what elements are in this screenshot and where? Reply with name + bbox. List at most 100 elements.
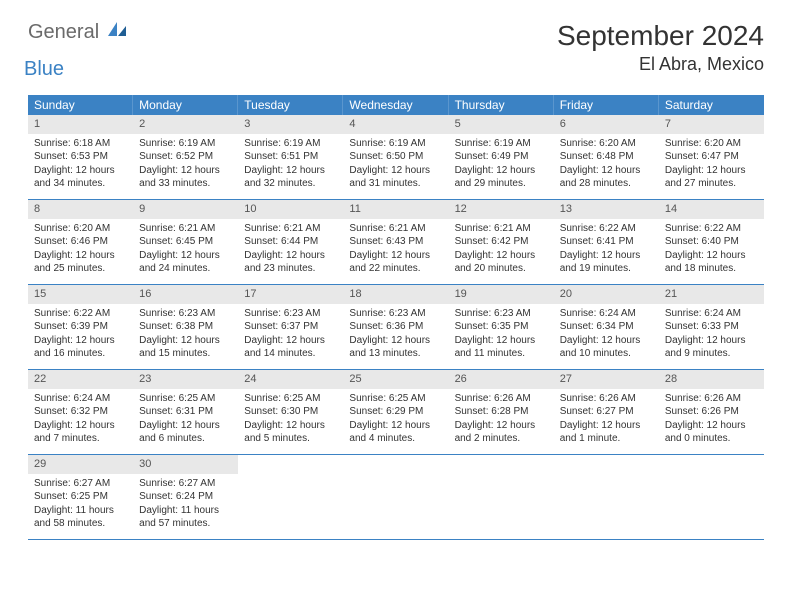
day-cell bbox=[659, 455, 764, 539]
day-number: 14 bbox=[659, 200, 764, 219]
day-cell bbox=[343, 455, 448, 539]
sunset-text: Sunset: 6:37 PM bbox=[244, 320, 337, 334]
day-cell: 12Sunrise: 6:21 AMSunset: 6:42 PMDayligh… bbox=[449, 200, 554, 284]
sunrise-text: Sunrise: 6:22 AM bbox=[34, 307, 127, 321]
month-title: September 2024 bbox=[557, 20, 764, 52]
daylight-text: Daylight: 12 hours and 19 minutes. bbox=[560, 249, 653, 276]
sunrise-text: Sunrise: 6:23 AM bbox=[139, 307, 232, 321]
day-number: 15 bbox=[28, 285, 133, 304]
sunset-text: Sunset: 6:53 PM bbox=[34, 150, 127, 164]
sunrise-text: Sunrise: 6:22 AM bbox=[560, 222, 653, 236]
day-cell: 16Sunrise: 6:23 AMSunset: 6:38 PMDayligh… bbox=[133, 285, 238, 369]
day-cell: 21Sunrise: 6:24 AMSunset: 6:33 PMDayligh… bbox=[659, 285, 764, 369]
day-body: Sunrise: 6:21 AMSunset: 6:44 PMDaylight:… bbox=[238, 219, 343, 282]
sunset-text: Sunset: 6:24 PM bbox=[139, 490, 232, 504]
sunrise-text: Sunrise: 6:26 AM bbox=[665, 392, 758, 406]
day-cell: 9Sunrise: 6:21 AMSunset: 6:45 PMDaylight… bbox=[133, 200, 238, 284]
day-body: Sunrise: 6:24 AMSunset: 6:34 PMDaylight:… bbox=[554, 304, 659, 367]
daylight-text: Daylight: 12 hours and 34 minutes. bbox=[34, 164, 127, 191]
daylight-text: Daylight: 12 hours and 24 minutes. bbox=[139, 249, 232, 276]
day-number: 27 bbox=[554, 370, 659, 389]
day-number: 1 bbox=[28, 115, 133, 134]
sunset-text: Sunset: 6:48 PM bbox=[560, 150, 653, 164]
day-number: 2 bbox=[133, 115, 238, 134]
sunset-text: Sunset: 6:32 PM bbox=[34, 405, 127, 419]
sunrise-text: Sunrise: 6:20 AM bbox=[34, 222, 127, 236]
sunset-text: Sunset: 6:35 PM bbox=[455, 320, 548, 334]
sunrise-text: Sunrise: 6:25 AM bbox=[349, 392, 442, 406]
day-number: 11 bbox=[343, 200, 448, 219]
day-number: 8 bbox=[28, 200, 133, 219]
day-number: 13 bbox=[554, 200, 659, 219]
day-cell bbox=[238, 455, 343, 539]
daylight-text: Daylight: 12 hours and 18 minutes. bbox=[665, 249, 758, 276]
day-body: Sunrise: 6:19 AMSunset: 6:49 PMDaylight:… bbox=[449, 134, 554, 197]
sunset-text: Sunset: 6:49 PM bbox=[455, 150, 548, 164]
day-cell: 26Sunrise: 6:26 AMSunset: 6:28 PMDayligh… bbox=[449, 370, 554, 454]
day-cell: 23Sunrise: 6:25 AMSunset: 6:31 PMDayligh… bbox=[133, 370, 238, 454]
daylight-text: Daylight: 11 hours and 58 minutes. bbox=[34, 504, 127, 531]
day-cell: 28Sunrise: 6:26 AMSunset: 6:26 PMDayligh… bbox=[659, 370, 764, 454]
daylight-text: Daylight: 12 hours and 6 minutes. bbox=[139, 419, 232, 446]
sunrise-text: Sunrise: 6:27 AM bbox=[139, 477, 232, 491]
day-number: 24 bbox=[238, 370, 343, 389]
week-row: 8Sunrise: 6:20 AMSunset: 6:46 PMDaylight… bbox=[28, 200, 764, 285]
sunrise-text: Sunrise: 6:22 AM bbox=[665, 222, 758, 236]
sunset-text: Sunset: 6:28 PM bbox=[455, 405, 548, 419]
title-block: September 2024 El Abra, Mexico bbox=[557, 20, 764, 75]
daylight-text: Daylight: 11 hours and 57 minutes. bbox=[139, 504, 232, 531]
sunrise-text: Sunrise: 6:27 AM bbox=[34, 477, 127, 491]
day-cell: 5Sunrise: 6:19 AMSunset: 6:49 PMDaylight… bbox=[449, 115, 554, 199]
daylight-text: Daylight: 12 hours and 5 minutes. bbox=[244, 419, 337, 446]
daylight-text: Daylight: 12 hours and 28 minutes. bbox=[560, 164, 653, 191]
sunrise-text: Sunrise: 6:21 AM bbox=[349, 222, 442, 236]
day-cell: 30Sunrise: 6:27 AMSunset: 6:24 PMDayligh… bbox=[133, 455, 238, 539]
sunset-text: Sunset: 6:38 PM bbox=[139, 320, 232, 334]
day-cell: 11Sunrise: 6:21 AMSunset: 6:43 PMDayligh… bbox=[343, 200, 448, 284]
sunrise-text: Sunrise: 6:25 AM bbox=[244, 392, 337, 406]
daylight-text: Daylight: 12 hours and 15 minutes. bbox=[139, 334, 232, 361]
day-cell: 29Sunrise: 6:27 AMSunset: 6:25 PMDayligh… bbox=[28, 455, 133, 539]
sunrise-text: Sunrise: 6:19 AM bbox=[349, 137, 442, 151]
day-cell: 25Sunrise: 6:25 AMSunset: 6:29 PMDayligh… bbox=[343, 370, 448, 454]
day-body: Sunrise: 6:23 AMSunset: 6:37 PMDaylight:… bbox=[238, 304, 343, 367]
sunrise-text: Sunrise: 6:23 AM bbox=[349, 307, 442, 321]
sunset-text: Sunset: 6:30 PM bbox=[244, 405, 337, 419]
weekday-header-row: SundayMondayTuesdayWednesdayThursdayFrid… bbox=[28, 95, 764, 115]
sunrise-text: Sunrise: 6:24 AM bbox=[665, 307, 758, 321]
day-cell: 27Sunrise: 6:26 AMSunset: 6:27 PMDayligh… bbox=[554, 370, 659, 454]
day-body: Sunrise: 6:25 AMSunset: 6:31 PMDaylight:… bbox=[133, 389, 238, 452]
day-cell bbox=[449, 455, 554, 539]
day-cell: 7Sunrise: 6:20 AMSunset: 6:47 PMDaylight… bbox=[659, 115, 764, 199]
sunset-text: Sunset: 6:41 PM bbox=[560, 235, 653, 249]
day-number: 7 bbox=[659, 115, 764, 134]
daylight-text: Daylight: 12 hours and 2 minutes. bbox=[455, 419, 548, 446]
sunrise-text: Sunrise: 6:21 AM bbox=[244, 222, 337, 236]
weekday-header: Saturday bbox=[659, 95, 764, 115]
week-row: 15Sunrise: 6:22 AMSunset: 6:39 PMDayligh… bbox=[28, 285, 764, 370]
day-number: 29 bbox=[28, 455, 133, 474]
sunset-text: Sunset: 6:45 PM bbox=[139, 235, 232, 249]
sunset-text: Sunset: 6:26 PM bbox=[665, 405, 758, 419]
day-body: Sunrise: 6:23 AMSunset: 6:36 PMDaylight:… bbox=[343, 304, 448, 367]
day-cell: 20Sunrise: 6:24 AMSunset: 6:34 PMDayligh… bbox=[554, 285, 659, 369]
week-row: 1Sunrise: 6:18 AMSunset: 6:53 PMDaylight… bbox=[28, 115, 764, 200]
daylight-text: Daylight: 12 hours and 7 minutes. bbox=[34, 419, 127, 446]
sunset-text: Sunset: 6:47 PM bbox=[665, 150, 758, 164]
sunset-text: Sunset: 6:42 PM bbox=[455, 235, 548, 249]
day-number: 9 bbox=[133, 200, 238, 219]
day-cell: 8Sunrise: 6:20 AMSunset: 6:46 PMDaylight… bbox=[28, 200, 133, 284]
day-body: Sunrise: 6:27 AMSunset: 6:24 PMDaylight:… bbox=[133, 474, 238, 537]
sunset-text: Sunset: 6:27 PM bbox=[560, 405, 653, 419]
day-cell: 3Sunrise: 6:19 AMSunset: 6:51 PMDaylight… bbox=[238, 115, 343, 199]
day-cell bbox=[554, 455, 659, 539]
day-number: 30 bbox=[133, 455, 238, 474]
sunset-text: Sunset: 6:52 PM bbox=[139, 150, 232, 164]
weekday-header: Tuesday bbox=[238, 95, 343, 115]
day-body: Sunrise: 6:23 AMSunset: 6:35 PMDaylight:… bbox=[449, 304, 554, 367]
sunset-text: Sunset: 6:43 PM bbox=[349, 235, 442, 249]
daylight-text: Daylight: 12 hours and 1 minute. bbox=[560, 419, 653, 446]
sunset-text: Sunset: 6:34 PM bbox=[560, 320, 653, 334]
day-number: 3 bbox=[238, 115, 343, 134]
day-body: Sunrise: 6:24 AMSunset: 6:32 PMDaylight:… bbox=[28, 389, 133, 452]
